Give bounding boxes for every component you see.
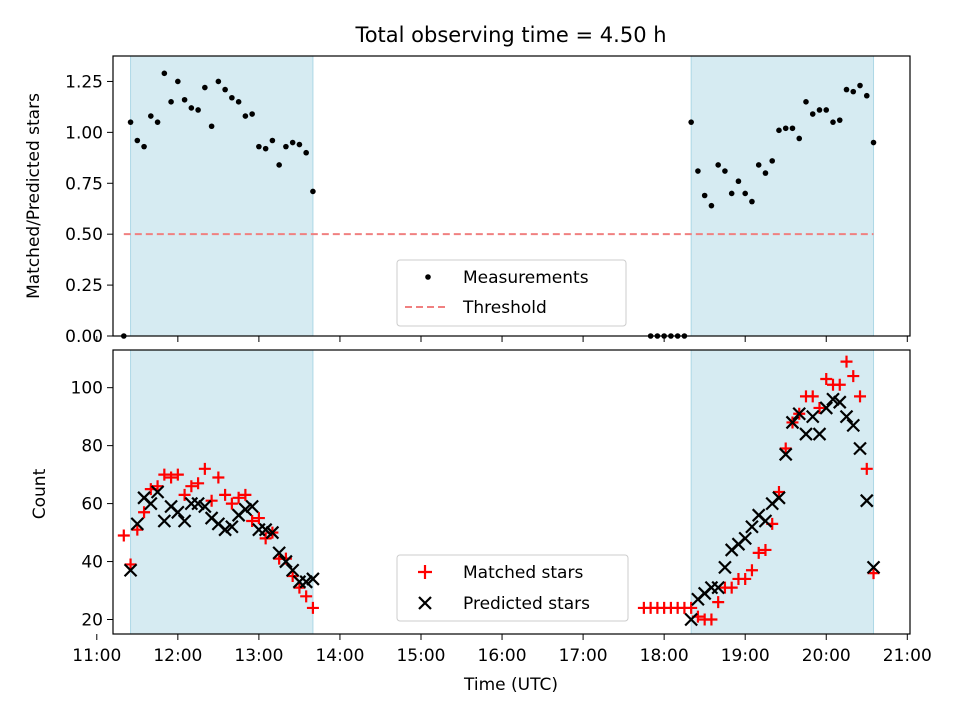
measurement-point bbox=[303, 150, 309, 156]
measurement-point bbox=[871, 140, 877, 146]
y-tick-label: 0.50 bbox=[65, 225, 103, 245]
measurement-point bbox=[263, 146, 269, 152]
measurement-point bbox=[702, 193, 708, 199]
measurement-point bbox=[729, 191, 735, 197]
measurement-point bbox=[209, 123, 215, 129]
measurement-point bbox=[817, 107, 823, 113]
measurement-point bbox=[844, 87, 850, 93]
legend-predicted-label: Predicted stars bbox=[463, 594, 590, 614]
measurement-point bbox=[776, 128, 782, 134]
top-panel-legend: Measurements Threshold bbox=[397, 260, 626, 326]
measurement-point bbox=[216, 79, 222, 85]
x-tick-label: 15:00 bbox=[396, 646, 445, 666]
measurement-point bbox=[202, 85, 208, 91]
y-tick-label: 0.75 bbox=[65, 174, 103, 194]
bottom-panel-x-axis: 11:00 12:00 13:00 14:00 15:00 16:00 17:00 18:00… bbox=[72, 634, 932, 666]
x-tick-label: 11:00 bbox=[72, 646, 121, 666]
y-tick-label: 20 bbox=[81, 611, 103, 631]
measurement-point bbox=[810, 111, 816, 117]
measurement-point bbox=[864, 93, 870, 99]
measurement-point bbox=[236, 99, 242, 105]
x-tick-label: 19:00 bbox=[721, 646, 770, 666]
x-tick-label: 20:00 bbox=[802, 646, 851, 666]
measurement-point bbox=[141, 144, 147, 150]
y-tick-label: 60 bbox=[81, 495, 103, 515]
measurement-point bbox=[276, 162, 282, 168]
measurement-point bbox=[688, 119, 694, 125]
bottom-panel-legend: Matched stars Predicted stars bbox=[397, 555, 628, 621]
measurement-point bbox=[162, 71, 168, 77]
y-tick-label: 80 bbox=[81, 437, 103, 457]
y-tick-label: 0.00 bbox=[65, 327, 103, 347]
y-tick-label: 40 bbox=[81, 553, 103, 573]
top-panel-y-label: Matched/Predicted stars bbox=[24, 93, 44, 299]
matched-star-marker bbox=[118, 529, 130, 541]
measurement-point bbox=[189, 105, 195, 111]
legend-threshold-label: Threshold bbox=[462, 298, 547, 318]
measurement-point bbox=[270, 138, 276, 144]
measurement-point bbox=[790, 125, 796, 131]
measurement-point bbox=[243, 113, 249, 119]
measurement-point bbox=[769, 158, 775, 164]
measurement-point bbox=[229, 95, 235, 101]
measurement-point bbox=[857, 83, 863, 89]
measurement-point bbox=[168, 99, 174, 105]
measurement-point bbox=[837, 117, 843, 123]
x-tick-label: 17:00 bbox=[559, 646, 608, 666]
measurement-point bbox=[256, 144, 262, 150]
measurement-point bbox=[155, 119, 161, 125]
y-tick-label: 100 bbox=[71, 379, 103, 399]
y-tick-label: 1.00 bbox=[65, 123, 103, 143]
legend-matched-label: Matched stars bbox=[463, 563, 583, 583]
measurement-point bbox=[742, 191, 748, 197]
legend-measurements-label: Measurements bbox=[463, 268, 589, 288]
measurement-point bbox=[736, 178, 742, 184]
measurement-point bbox=[283, 144, 289, 150]
chart-title: Total observing time = 4.50 h bbox=[354, 23, 666, 47]
x-tick-label: 16:00 bbox=[478, 646, 527, 666]
measurement-point bbox=[830, 119, 836, 125]
top-panel-x-ticks bbox=[97, 336, 908, 342]
measurement-point bbox=[823, 107, 829, 113]
measurement-point bbox=[249, 111, 255, 117]
x-axis-label: Time (UTC) bbox=[463, 675, 558, 695]
measurement-point bbox=[135, 138, 141, 144]
measurement-point bbox=[796, 136, 802, 142]
x-tick-label: 14:00 bbox=[315, 646, 364, 666]
measurement-point bbox=[695, 168, 701, 174]
top-panel-y-axis: 0.00 0.25 0.50 0.75 1.00 1.25 bbox=[65, 72, 113, 347]
measurement-point bbox=[222, 87, 228, 93]
x-tick-label: 18:00 bbox=[640, 646, 689, 666]
measurement-point bbox=[148, 113, 154, 119]
bottom-panel-y-label: Count bbox=[30, 468, 50, 519]
shaded-interval bbox=[691, 56, 873, 336]
measurement-point bbox=[850, 89, 856, 95]
measurement-point bbox=[290, 140, 296, 146]
measurement-point bbox=[310, 189, 316, 195]
x-tick-label: 12:00 bbox=[153, 646, 202, 666]
x-tick-label: 21:00 bbox=[883, 646, 932, 666]
measurement-point bbox=[709, 203, 715, 209]
measurement-point bbox=[749, 199, 755, 205]
measurement-point bbox=[783, 125, 789, 131]
measurement-point bbox=[182, 97, 188, 103]
measurement-point bbox=[756, 162, 762, 168]
figure: Total observing time = 4.50 h 0.000.250.… bbox=[0, 0, 960, 720]
legend-measurements-marker bbox=[425, 274, 431, 280]
shaded-interval bbox=[131, 56, 313, 336]
y-tick-label: 0.25 bbox=[65, 276, 103, 296]
measurement-point bbox=[803, 99, 809, 105]
measurement-point bbox=[763, 170, 769, 176]
x-tick-label: 13:00 bbox=[234, 646, 283, 666]
measurement-point bbox=[715, 162, 721, 168]
measurement-point bbox=[128, 119, 134, 125]
bottom-panel-y-axis: 20 40 60 80 100 bbox=[71, 379, 113, 631]
y-tick-label: 1.25 bbox=[65, 72, 103, 92]
measurement-point bbox=[195, 107, 201, 113]
measurement-point bbox=[175, 79, 181, 85]
measurement-point bbox=[722, 168, 728, 174]
measurement-point bbox=[297, 142, 303, 148]
